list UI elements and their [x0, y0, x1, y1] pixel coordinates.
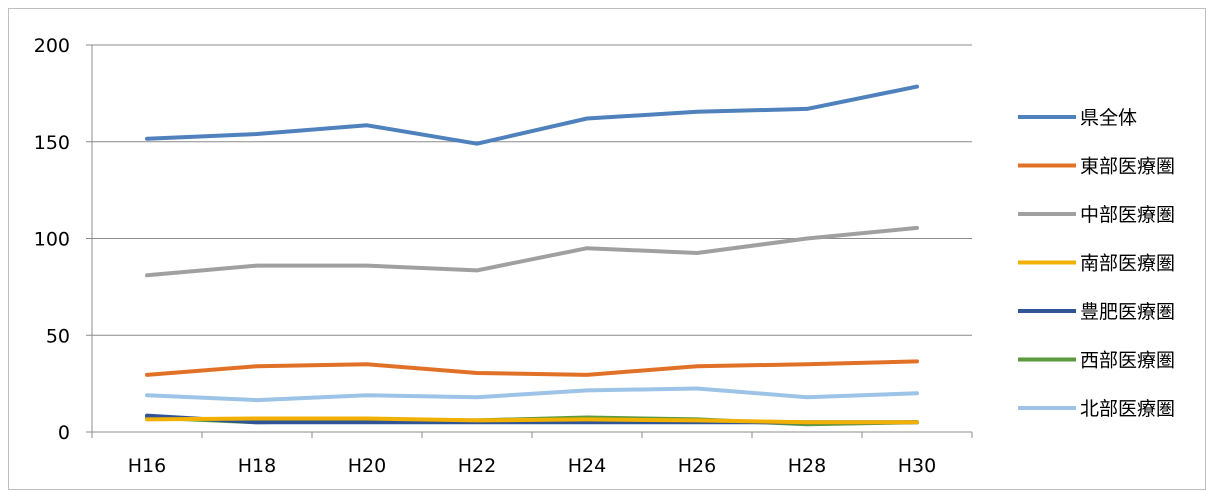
- x-tick-label: H28: [788, 455, 826, 477]
- legend-label: 中部医療圏: [1080, 204, 1175, 226]
- y-tick-label: 0: [58, 422, 70, 444]
- series-line: [145, 386, 919, 403]
- series-lines: [145, 84, 919, 427]
- legend-label: 西部医療圏: [1080, 350, 1175, 372]
- x-axis-ticks: H16 H18 H20 H22 H24 H26 H28 H30: [128, 455, 936, 477]
- y-tick-label: 200: [34, 35, 70, 57]
- legend-label: 北部医療圏: [1080, 398, 1175, 420]
- y-tick-label: 150: [34, 132, 70, 154]
- axes: [86, 44, 973, 438]
- series-line: [145, 359, 919, 377]
- series-line: [145, 225, 919, 278]
- x-tick-label: H26: [678, 455, 716, 477]
- y-tick-label: 50: [46, 325, 70, 347]
- x-tick-label: H22: [458, 455, 496, 477]
- legend-label: 南部医療圏: [1080, 253, 1175, 275]
- y-axis-ticks: 0 50 100 150 200: [34, 35, 70, 444]
- legend-label: 豊肥医療圏: [1080, 301, 1175, 323]
- x-tick-label: H16: [128, 455, 166, 477]
- x-tick-label: H18: [238, 455, 276, 477]
- legend-label: 県全体: [1080, 107, 1137, 129]
- gridlines: [92, 44, 972, 336]
- x-tick-label: H30: [898, 455, 936, 477]
- x-tick-label: H20: [348, 455, 386, 477]
- y-tick-label: 100: [34, 229, 70, 251]
- legend-label: 東部医療圏: [1080, 156, 1175, 178]
- series-line: [145, 84, 919, 146]
- series-line: [145, 416, 919, 425]
- x-tick-label: H24: [568, 455, 606, 477]
